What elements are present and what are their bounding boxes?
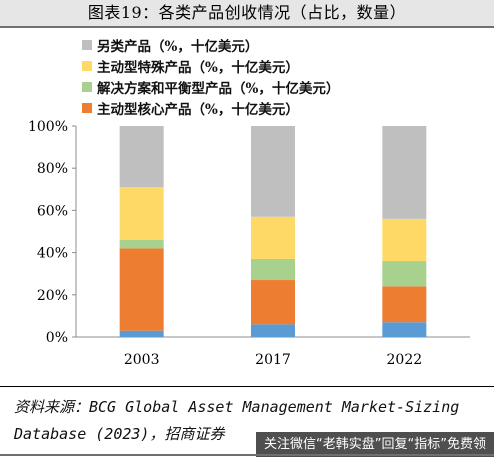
bar-segment-base-2022 bbox=[382, 322, 427, 337]
legend-item-alternative: 另类产品（%，十亿美元） bbox=[82, 34, 339, 55]
legend-item-active-specialty: 主动型特殊产品（%，十亿美元） bbox=[82, 55, 339, 76]
legend-swatch-alternative bbox=[82, 39, 92, 50]
top-rule bbox=[0, 26, 494, 28]
legend-swatch-active-core bbox=[82, 102, 92, 113]
bar-segment-base-2003 bbox=[119, 330, 164, 337]
legend-label-solutions-balanced: 解决方案和平衡型产品（%，十亿美元） bbox=[97, 80, 340, 97]
bar-segment-2-2003 bbox=[119, 187, 164, 240]
y-tick-label: 20% bbox=[37, 288, 68, 304]
bar-segment-1-2022 bbox=[382, 261, 427, 287]
bottom-rule bbox=[0, 386, 494, 387]
x-axis-labels: 2003 2017 2022 bbox=[124, 352, 422, 368]
y-tick-label: 100% bbox=[28, 119, 68, 135]
bar-segment-0-2022 bbox=[382, 286, 427, 323]
bar-stacks bbox=[119, 126, 427, 337]
legend-swatch-active-specialty bbox=[82, 60, 92, 71]
bar-segment-3-2017 bbox=[251, 126, 295, 217]
legend-label-active-core: 主动型核心产品（%，十亿美元） bbox=[97, 101, 299, 118]
watermark-banner: 关注微信“老韩实盘”回复“指标”免费领 bbox=[256, 432, 494, 457]
legend-swatch-solutions-balanced bbox=[82, 81, 92, 92]
bar-segment-0-2017 bbox=[251, 280, 295, 325]
y-tick-label: 80% bbox=[37, 161, 68, 177]
x-tick-label: 2017 bbox=[255, 352, 291, 368]
figure-source: 资料来源：BCG Global Asset Management Market-… bbox=[14, 398, 460, 443]
chart-legend: 另类产品（%，十亿美元） 主动型特殊产品（%，十亿美元） 解决方案和平衡型产品（… bbox=[82, 34, 339, 118]
x-tick-label: 2003 bbox=[124, 352, 160, 368]
legend-label-alternative: 另类产品（%，十亿美元） bbox=[97, 38, 259, 55]
figure-title: 图表19：各类产品创收情况（占比，数量） bbox=[0, 0, 494, 26]
bar-segment-1-2003 bbox=[119, 239, 164, 249]
x-tick-label: 2022 bbox=[387, 352, 423, 368]
bar-segment-base-2017 bbox=[251, 324, 295, 337]
legend-label-active-specialty: 主动型特殊产品（%，十亿美元） bbox=[97, 59, 299, 76]
source-rule bbox=[0, 454, 494, 456]
bar-segment-3-2022 bbox=[382, 126, 427, 219]
bar-segment-2-2022 bbox=[382, 218, 427, 262]
bar-segment-2-2017 bbox=[251, 216, 295, 259]
y-tick-label: 40% bbox=[37, 246, 68, 262]
legend-item-solutions-balanced: 解决方案和平衡型产品（%，十亿美元） bbox=[82, 76, 339, 97]
bar-segment-1-2017 bbox=[251, 258, 295, 281]
stacked-bar-chart: 0% 20% 40% 60% 80% 100% 2003 2017 2022 bbox=[28, 119, 470, 368]
y-tick-label: 60% bbox=[37, 203, 68, 219]
y-axis: 0% 20% 40% 60% 80% 100% bbox=[28, 119, 470, 346]
bar-segment-0-2003 bbox=[119, 248, 164, 331]
bar-segment-3-2003 bbox=[119, 126, 164, 188]
y-tick-label: 0% bbox=[46, 330, 68, 346]
legend-item-active-core: 主动型核心产品（%，十亿美元） bbox=[82, 97, 339, 118]
